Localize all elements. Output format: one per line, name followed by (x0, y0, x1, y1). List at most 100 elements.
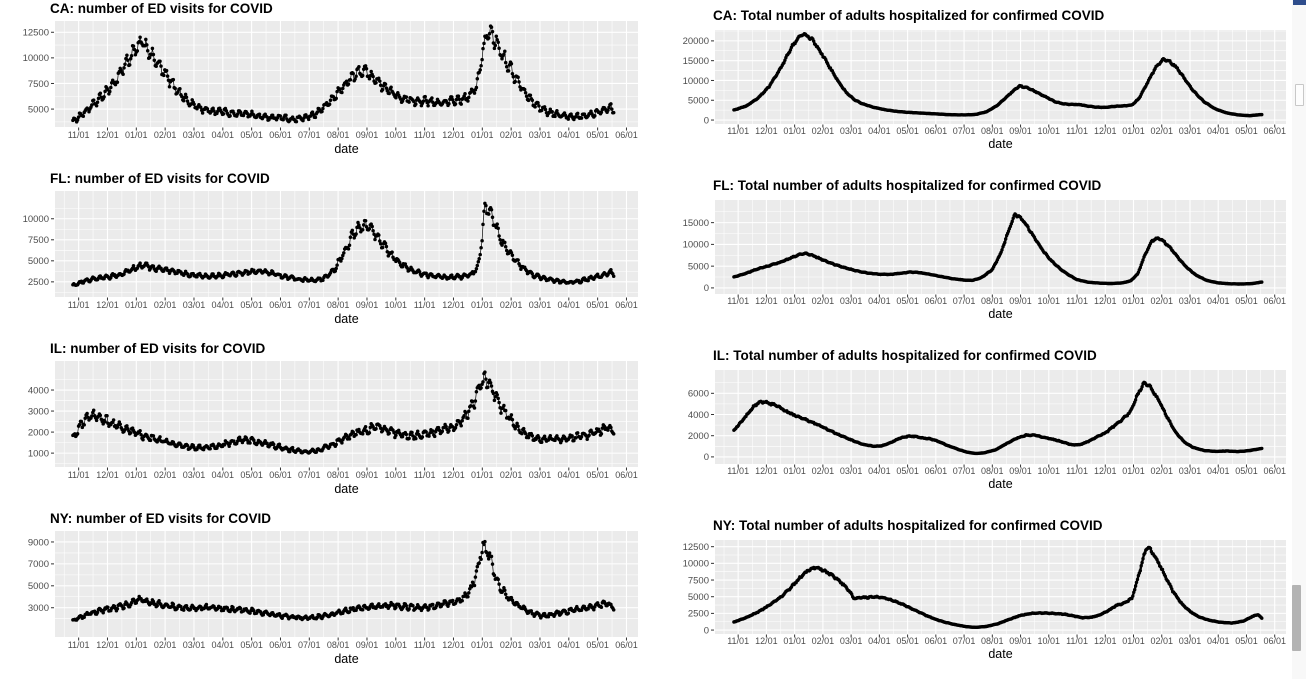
vertical-scrollbar[interactable] (1292, 0, 1306, 679)
plot-panel (55, 361, 638, 467)
major-gridlines (715, 370, 1286, 464)
x-tick-label: 11/01 (414, 640, 436, 650)
x-tick-label: 04/01 (558, 640, 581, 650)
y-tick-label: 5000 (688, 261, 709, 272)
x-tick-label: 08/01 (981, 466, 1004, 476)
x-tick-label: 02/01 (154, 640, 177, 650)
y-tick-label: 7500 (28, 235, 49, 246)
x-tick-label: 11/01 (1066, 636, 1088, 646)
chart-fl-hosp: 11/01 12/01 01/01 02/01 03/01 04/01 05/01 06/01… (653, 170, 1306, 340)
scrollbar-thumb-upper[interactable] (1295, 84, 1304, 106)
x-tick-label: 08/01 (327, 300, 350, 310)
major-gridlines (55, 361, 638, 467)
axis-tick-marks (51, 31, 627, 131)
chart-fl-ed: 11/01 12/01 01/01 02/01 03/01 04/01 05/01 06/01… (0, 170, 653, 340)
x-tick-label: 01/01 (471, 300, 494, 310)
x-tick-label: 03/01 (1179, 296, 1202, 306)
x-tick-label: 02/01 (154, 470, 177, 480)
axis-labels: 11/01 12/01 01/01 02/01 03/01 04/01 05/01 06/01… (23, 214, 638, 310)
plot-panel (55, 531, 638, 637)
x-tick-label: 05/01 (586, 640, 609, 650)
x-tick-label: 03/01 (529, 130, 552, 140)
x-tick-label: 02/01 (154, 300, 177, 310)
x-tick-label: 08/01 (327, 470, 350, 480)
x-tick-label: 11/01 (727, 296, 749, 306)
x-axis-title: date (988, 307, 1012, 321)
x-tick-label: 01/01 (1122, 466, 1145, 476)
y-tick-label: 7500 (28, 79, 49, 90)
x-tick-label: 05/01 (1235, 466, 1258, 476)
y-tick-label: 10000 (23, 214, 49, 225)
x-tick-label: 07/01 (953, 466, 976, 476)
x-tick-label: 03/01 (529, 300, 552, 310)
x-tick-label: 12/01 (1094, 126, 1117, 136)
x-tick-label: 03/01 (183, 130, 206, 140)
x-tick-label: 06/01 (925, 296, 948, 306)
plot-panel (715, 30, 1286, 124)
x-tick-label: 01/01 (1122, 296, 1145, 306)
x-axis-title: date (988, 477, 1012, 491)
y-tick-label: 15000 (683, 218, 709, 229)
x-tick-label: 02/01 (500, 300, 523, 310)
minor-gridlines (55, 361, 638, 467)
x-tick-label: 10/01 (1038, 126, 1061, 136)
x-tick-label: 11/01 (727, 636, 749, 646)
chart-title: CA: number of ED visits for COVID (50, 1, 273, 16)
x-tick-label: 05/01 (1235, 126, 1258, 136)
y-tick-label: 5000 (688, 592, 709, 603)
x-tick-label: 01/01 (125, 300, 148, 310)
x-tick-label: 10/01 (1038, 466, 1061, 476)
chart-title: IL: number of ED visits for COVID (50, 341, 266, 356)
x-tick-label: 12/01 (755, 126, 778, 136)
x-tick-label: 10/01 (1038, 296, 1061, 306)
x-axis-title: date (334, 312, 358, 326)
x-tick-label: 04/01 (868, 296, 891, 306)
x-tick-label: 05/01 (240, 130, 263, 140)
x-tick-label: 05/01 (896, 636, 919, 646)
x-axis-title: date (334, 482, 358, 496)
x-tick-label: 04/01 (558, 300, 581, 310)
x-tick-label: 09/01 (1009, 126, 1032, 136)
x-tick-label: 05/01 (896, 466, 919, 476)
x-tick-label: 12/01 (442, 640, 465, 650)
axis-tick-marks (711, 40, 1276, 128)
x-tick-label: 12/01 (755, 636, 778, 646)
x-tick-label: 06/01 (269, 470, 292, 480)
x-tick-label: 03/01 (840, 296, 863, 306)
x-tick-label: 09/01 (1009, 636, 1032, 646)
x-tick-label: 11/01 (68, 130, 90, 140)
x-tick-label: 03/01 (183, 640, 206, 650)
x-tick-label: 10/01 (385, 640, 408, 650)
axis-labels: 11/01 12/01 01/01 02/01 03/01 04/01 05/01 06/01… (28, 537, 638, 650)
x-tick-label: 05/01 (586, 300, 609, 310)
x-tick-label: 03/01 (1179, 466, 1202, 476)
x-tick-label: 01/01 (471, 470, 494, 480)
x-tick-label: 04/01 (212, 130, 235, 140)
axis-tick-marks (711, 222, 1276, 298)
axis-labels: 11/01 12/01 01/01 02/01 03/01 04/01 05/01 06/01… (683, 36, 1286, 136)
x-tick-label: 07/01 (298, 300, 321, 310)
x-tick-label: 01/01 (783, 296, 806, 306)
y-tick-label: 7500 (688, 575, 709, 586)
x-tick-label: 06/01 (615, 130, 638, 140)
x-tick-label: 01/01 (783, 636, 806, 646)
x-tick-label: 04/01 (1207, 296, 1230, 306)
x-tick-label: 07/01 (298, 640, 321, 650)
scrollbar-thumb[interactable] (1292, 585, 1301, 651)
data-series (732, 545, 1264, 629)
y-tick-label: 15000 (683, 56, 709, 67)
x-tick-label: 06/01 (615, 300, 638, 310)
y-tick-label: 10000 (683, 76, 709, 87)
x-tick-label: 06/01 (615, 470, 638, 480)
x-tick-label: 11/01 (414, 130, 436, 140)
y-tick-label: 9000 (28, 537, 49, 548)
x-tick-label: 09/01 (1009, 466, 1032, 476)
plot-panel (55, 191, 638, 297)
y-tick-label: 5000 (688, 96, 709, 107)
x-tick-label: 09/01 (356, 300, 379, 310)
x-tick-label: 09/01 (356, 470, 379, 480)
y-tick-label: 5000 (28, 104, 49, 115)
y-tick-label: 2000 (688, 431, 709, 442)
data-series (71, 201, 616, 287)
